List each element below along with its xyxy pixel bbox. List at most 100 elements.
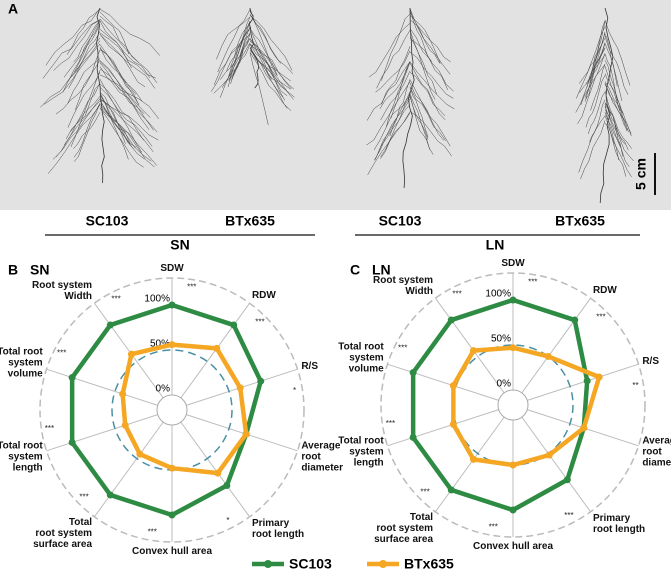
significance: ***	[420, 488, 429, 497]
root-branch	[604, 109, 634, 162]
axis-label: Primary root length	[592, 512, 646, 535]
root-branch	[604, 82, 632, 137]
series-point	[409, 369, 417, 377]
root-branch	[376, 30, 411, 89]
group-label: LN	[486, 237, 505, 253]
root-branch	[604, 43, 623, 101]
root-branch	[249, 44, 294, 90]
series-point	[545, 451, 553, 459]
axis-label: Total root system surface area	[33, 516, 93, 550]
series-point	[230, 321, 238, 329]
root-branch	[409, 82, 444, 141]
root-branch	[377, 95, 411, 153]
root-branch	[53, 20, 101, 71]
root-branch	[227, 20, 251, 78]
axis-label: Average root diameter	[301, 440, 344, 474]
root-branch	[99, 83, 144, 141]
root-branch	[375, 50, 411, 93]
root-branch	[99, 94, 126, 144]
root-branch	[73, 20, 101, 63]
root-branch	[366, 61, 411, 121]
root-branch	[249, 43, 287, 91]
root-branch	[409, 9, 432, 62]
significance: ***	[489, 523, 498, 532]
root-branch	[63, 20, 101, 78]
r-tick-label: 50%	[491, 334, 511, 345]
root-branch	[217, 16, 251, 73]
root-branch	[578, 115, 606, 173]
root-branch	[227, 21, 251, 88]
root-branch	[409, 61, 455, 110]
axis-label: Total root system length	[338, 435, 384, 469]
root-branch	[68, 31, 101, 89]
series-point	[563, 476, 571, 484]
legend-marker	[379, 560, 387, 568]
root-branch	[381, 46, 411, 105]
root-branch	[99, 74, 158, 133]
root-branch	[604, 81, 632, 135]
root-branch	[67, 72, 101, 128]
r-tick-label: 100%	[144, 294, 170, 305]
genotype-label: SC103	[379, 213, 422, 229]
series-point	[106, 491, 114, 499]
root-branch	[409, 72, 446, 117]
root-branch	[99, 44, 139, 105]
root-branch	[409, 62, 446, 121]
root-branch	[604, 103, 619, 161]
root-branch	[381, 13, 411, 81]
root-branch	[585, 75, 606, 128]
root-main	[248, 7, 260, 89]
legend-label: SC103	[289, 556, 332, 572]
root-branch	[576, 37, 606, 99]
spoke	[435, 297, 505, 394]
spoke	[435, 416, 505, 513]
root-branch	[249, 13, 293, 74]
series-point	[509, 461, 517, 469]
root-branch	[99, 68, 159, 119]
significance: ***	[452, 289, 461, 298]
root-branch	[585, 48, 606, 100]
r-tick-label: 0%	[497, 379, 512, 390]
root-branch	[74, 49, 101, 110]
root-branch	[589, 99, 606, 143]
series-point	[571, 316, 579, 324]
root-branch	[373, 98, 411, 161]
root-branch	[409, 29, 436, 100]
series-point	[121, 421, 129, 429]
root-branch	[42, 19, 101, 79]
root-branch	[230, 38, 251, 84]
r-tick-label: 50%	[150, 339, 170, 350]
significance: ***	[255, 318, 264, 327]
root-branch	[99, 18, 158, 84]
significance: ***	[148, 528, 157, 537]
root-photo	[0, 0, 671, 210]
axis-label: Primary root length	[251, 517, 305, 540]
spoke	[527, 363, 639, 401]
series-point	[409, 433, 417, 441]
root-branch	[226, 23, 251, 72]
root-branch	[380, 112, 411, 159]
root-branch	[231, 33, 251, 80]
series-point	[449, 382, 457, 390]
root-branch	[99, 66, 151, 118]
significance: ***	[57, 348, 66, 357]
root-branch	[99, 29, 151, 79]
root-branch	[99, 34, 156, 89]
series-point	[509, 344, 517, 352]
root-branch	[99, 106, 145, 160]
root-branch	[99, 11, 130, 55]
root-branch	[99, 86, 153, 147]
series-point	[214, 469, 222, 477]
series-point	[236, 384, 244, 392]
root-branch	[99, 98, 154, 153]
root-branch	[213, 34, 251, 85]
root-branch	[590, 64, 606, 111]
significance: ***	[79, 493, 88, 502]
root-branch	[231, 17, 251, 68]
spoke	[521, 297, 591, 394]
significance: ***	[564, 511, 573, 520]
axis-label: Average root diameter	[642, 435, 671, 469]
group-label: SN	[170, 237, 189, 253]
significance: ***	[596, 313, 605, 322]
series-point	[213, 344, 221, 352]
